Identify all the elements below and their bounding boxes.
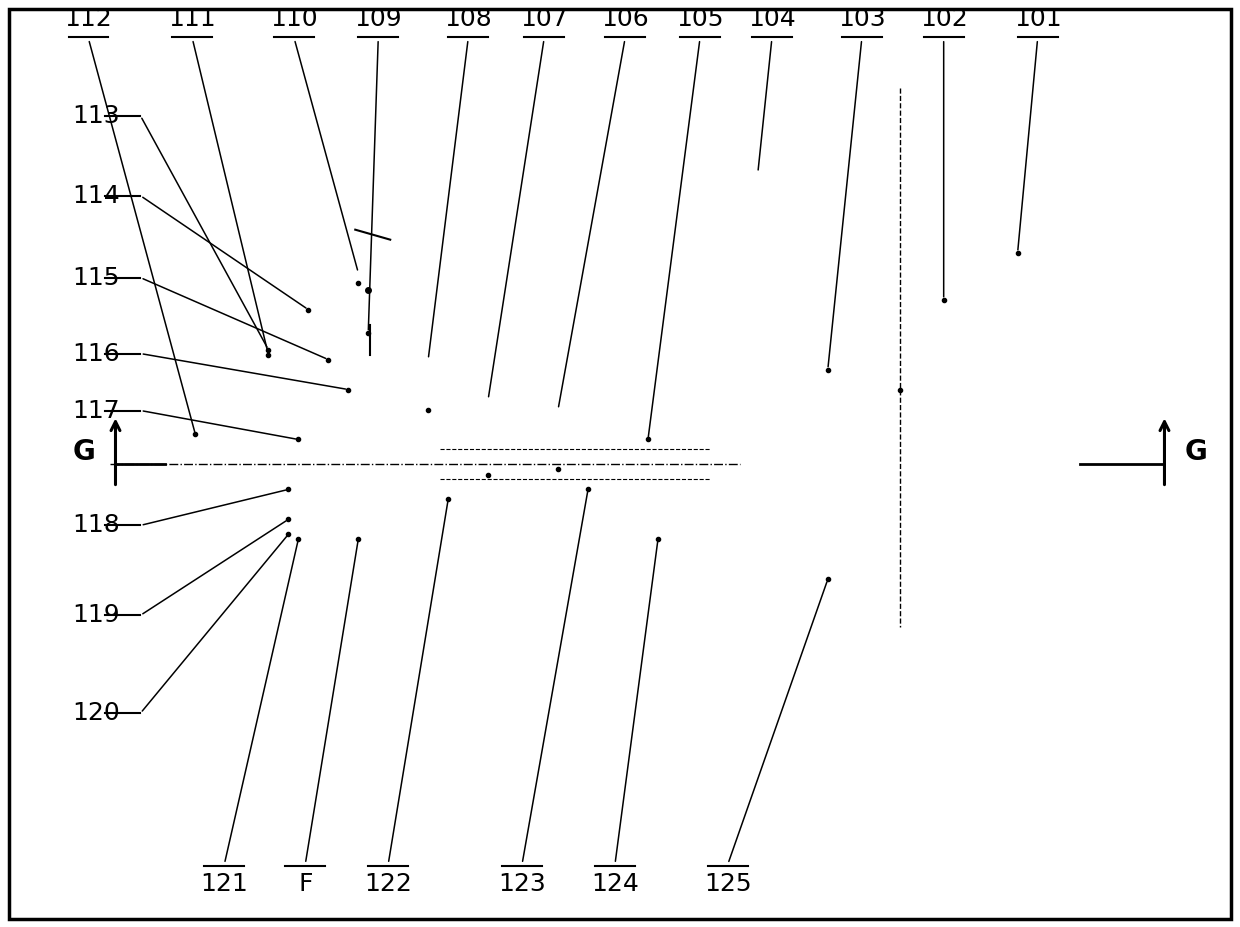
Bar <box>120 454 170 475</box>
Bar <box>790 188 1029 298</box>
Text: 120: 120 <box>72 701 120 725</box>
Circle shape <box>630 446 640 455</box>
Text: 125: 125 <box>704 872 751 896</box>
Bar <box>246 414 315 514</box>
Text: 119: 119 <box>72 603 120 628</box>
Bar <box>660 395 745 534</box>
Bar <box>790 460 1029 579</box>
Text: 113: 113 <box>72 104 120 128</box>
Text: 121: 121 <box>201 872 248 896</box>
Bar <box>350 326 378 354</box>
Text: 114: 114 <box>72 184 120 208</box>
Text: F: F <box>298 872 312 896</box>
Bar <box>391 420 750 510</box>
Text: 107: 107 <box>521 6 568 31</box>
Bar <box>869 333 920 425</box>
Text: 101: 101 <box>1014 6 1061 31</box>
Bar <box>740 178 1080 579</box>
Bar <box>854 212 965 273</box>
Bar <box>329 255 368 305</box>
Text: G: G <box>1184 438 1208 466</box>
Bar <box>350 326 378 354</box>
Bar <box>309 395 393 433</box>
Bar <box>440 435 711 494</box>
Circle shape <box>689 446 699 455</box>
Bar <box>330 354 396 420</box>
Bar <box>179 429 248 500</box>
Bar <box>165 457 206 472</box>
Bar <box>179 429 198 500</box>
Bar <box>309 245 428 330</box>
Bar <box>790 188 1029 298</box>
Circle shape <box>325 447 332 454</box>
Bar <box>694 420 750 510</box>
Bar <box>820 529 999 559</box>
Bar <box>165 457 460 472</box>
Bar <box>309 395 393 534</box>
Text: 104: 104 <box>748 6 796 31</box>
Bar <box>790 298 1029 460</box>
Bar <box>391 420 445 510</box>
Text: 111: 111 <box>169 6 216 31</box>
Bar <box>330 377 396 408</box>
Text: 118: 118 <box>72 514 120 538</box>
Bar <box>660 497 745 534</box>
Text: 115: 115 <box>72 266 120 289</box>
Text: 106: 106 <box>601 6 649 31</box>
Text: 117: 117 <box>72 399 120 423</box>
Text: 124: 124 <box>591 872 639 896</box>
Bar <box>228 429 248 500</box>
Text: 116: 116 <box>72 341 120 365</box>
Circle shape <box>645 446 655 455</box>
Bar <box>839 118 950 178</box>
Bar <box>839 330 980 427</box>
Text: G: G <box>73 438 95 466</box>
Bar <box>820 479 999 559</box>
Bar <box>854 212 965 273</box>
Circle shape <box>675 446 684 455</box>
Text: 108: 108 <box>444 6 492 31</box>
Bar <box>355 324 386 354</box>
Bar <box>740 178 1080 308</box>
Circle shape <box>660 446 670 455</box>
Text: 122: 122 <box>365 872 412 896</box>
Bar <box>660 395 745 433</box>
Bar <box>309 497 393 534</box>
Circle shape <box>615 446 625 455</box>
Text: 109: 109 <box>355 6 402 31</box>
Circle shape <box>352 447 361 454</box>
Bar <box>355 332 386 348</box>
Bar <box>820 197 999 287</box>
Bar <box>455 439 684 489</box>
Text: 110: 110 <box>270 6 319 31</box>
Bar <box>246 414 315 444</box>
Text: 123: 123 <box>498 872 546 896</box>
Bar <box>854 88 935 118</box>
Bar <box>790 425 1029 460</box>
Circle shape <box>366 447 374 454</box>
Bar <box>820 479 999 510</box>
Bar <box>790 298 1029 333</box>
Text: 105: 105 <box>676 6 724 31</box>
Text: 112: 112 <box>64 6 113 31</box>
Text: 102: 102 <box>920 6 967 31</box>
Bar <box>246 485 315 514</box>
Text: 103: 103 <box>838 6 885 31</box>
Bar <box>329 255 368 305</box>
Circle shape <box>339 447 346 454</box>
Bar <box>740 529 1080 579</box>
